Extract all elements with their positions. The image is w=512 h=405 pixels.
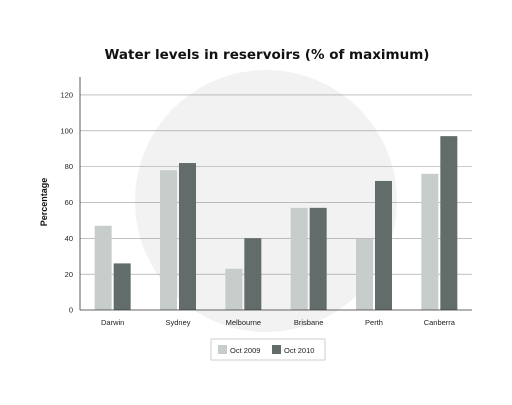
bar-melbourne-oct-2010 [244,238,262,310]
x-tick-label: Canberra [424,318,456,327]
y-tick-label: 120 [60,91,73,100]
bar-brisbane-oct-2010 [309,207,327,310]
bar-canberra-oct-2010 [440,136,458,310]
bar-perth-oct-2009 [356,238,373,310]
bar-melbourne-oct-2009 [225,268,243,310]
y-tick-label: 0 [69,306,73,315]
category-labels: Darwin Sydney Melbourne Brisbane Perth Canber… [101,318,456,327]
x-tick-label: Perth [365,318,383,327]
bar-perth-oct-2010 [375,180,392,310]
bars [94,136,458,310]
x-tick-label: Melbourne [226,318,261,327]
x-tick-label: Sydney [165,318,190,327]
legend-label-oct-2009: Oct 2009 [230,346,260,355]
legend-swatch-oct-2009 [218,345,227,354]
y-tick-label: 40 [65,234,73,243]
bar-sydney-oct-2010 [179,163,196,310]
bar-darwin-oct-2009 [94,225,112,310]
y-tick-label: 20 [65,270,73,279]
bar-darwin-oct-2010 [113,263,131,310]
chart-title: Water levels in reservoirs (% of maximum… [105,47,430,63]
gridlines [80,94,472,275]
y-axis-label: Percentage [39,178,49,227]
bar-canberra-oct-2009 [421,173,439,310]
y-tick-label: 60 [65,198,73,207]
y-tick-labels: 0 20 40 60 80 100 120 [60,91,73,315]
x-tick-label: Darwin [101,318,124,327]
legend-swatch-oct-2010 [272,345,281,354]
y-tick-label: 100 [60,126,73,135]
legend: Oct 2009 Oct 2010 [210,338,326,361]
bar-brisbane-oct-2009 [290,207,308,310]
legend-label-oct-2010: Oct 2010 [284,346,314,355]
y-tick-label: 80 [65,162,73,171]
legend-box [210,338,326,361]
x-tick-label: Brisbane [294,318,324,327]
watermark-circle [135,70,397,332]
bar-sydney-oct-2009 [160,170,177,310]
